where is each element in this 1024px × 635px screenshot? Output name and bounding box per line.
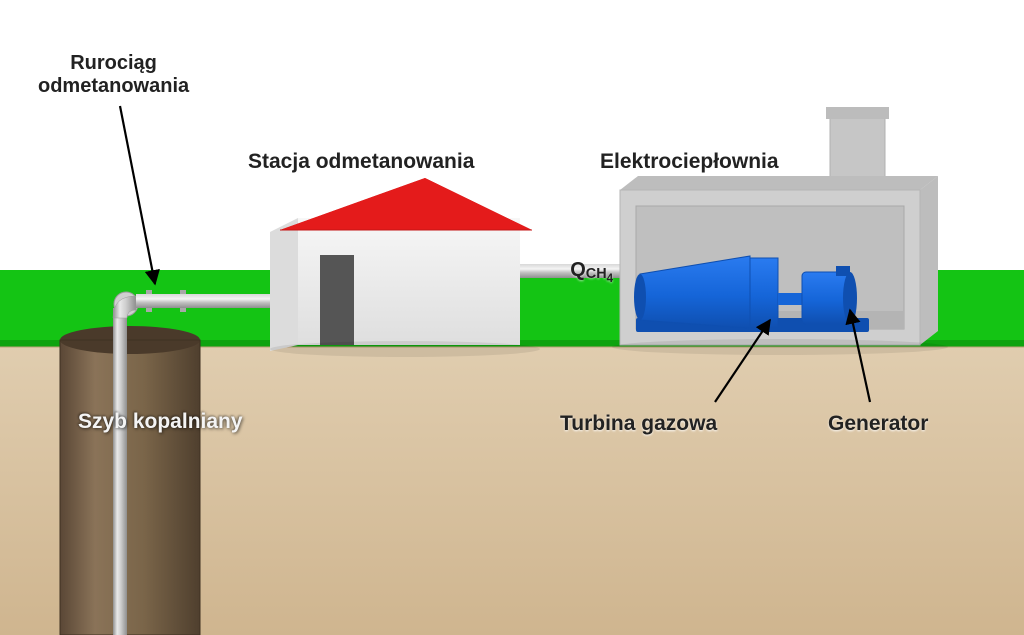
label-generator: Generator (828, 412, 928, 436)
label-chp: Elektrociepłownia (600, 150, 779, 174)
label-station: Stacja odmetanowania (248, 150, 474, 174)
flow-Q: Q (570, 259, 586, 281)
label-shaft: Szyb kopalniany (78, 410, 243, 434)
label-flow: QCH4 (548, 236, 613, 308)
label-pipeline: Rurociąg odmetanowania (38, 52, 189, 98)
label-turbine: Turbina gazowa (560, 412, 717, 436)
flow-4: 4 (607, 272, 613, 285)
flow-CH: CH (586, 266, 607, 282)
diagram-stage: Rurociąg odmetanowania Stacja odmetanowa… (0, 0, 1024, 635)
